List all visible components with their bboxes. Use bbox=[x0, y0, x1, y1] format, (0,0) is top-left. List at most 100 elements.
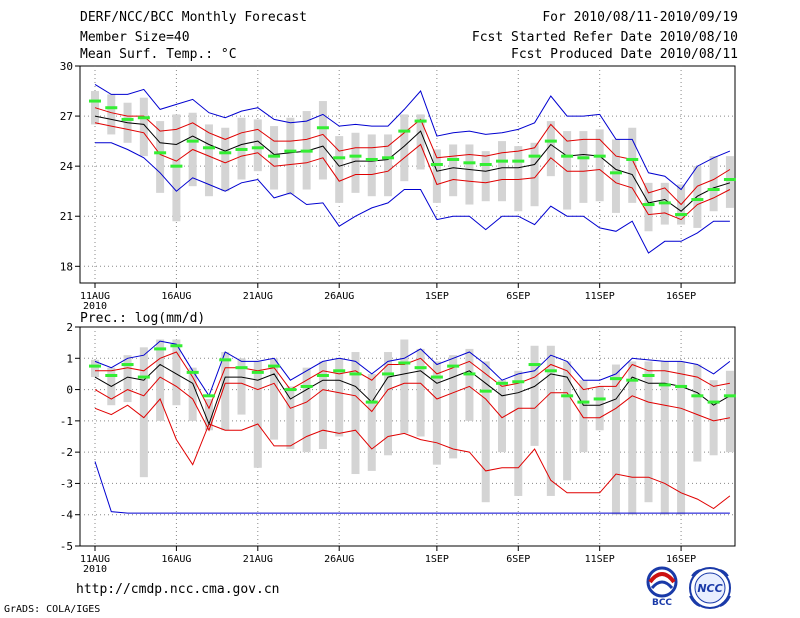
prec-obs-marker bbox=[382, 372, 395, 376]
fcst-started-date: Fcst Started Refer Date 2010/08/10 bbox=[471, 30, 738, 45]
temp-y-tick-label: 27 bbox=[60, 110, 73, 123]
prec-x-tick-label: 2010 bbox=[83, 564, 107, 575]
temp-obs-marker bbox=[447, 157, 460, 161]
prec-obs-marker bbox=[512, 380, 525, 384]
temp-spread-box bbox=[416, 114, 425, 170]
precip-panel-title: Prec.: log(mm/d) bbox=[80, 311, 205, 326]
temp-obs-marker bbox=[691, 198, 704, 202]
prec-spread-box bbox=[286, 386, 295, 450]
temp-obs-marker bbox=[414, 119, 427, 123]
temp-spread-box bbox=[335, 136, 344, 203]
temp-obs-marker bbox=[593, 154, 606, 158]
prec-obs-marker bbox=[609, 377, 622, 381]
prec-spread-box bbox=[400, 339, 409, 434]
prec-spread-box bbox=[156, 339, 165, 421]
prec-spread-box bbox=[644, 361, 653, 503]
temp-spread-box bbox=[530, 142, 539, 207]
temp-obs-marker bbox=[723, 178, 736, 182]
prec-spread-box bbox=[579, 380, 588, 453]
prec-spread-box bbox=[172, 339, 181, 406]
prec-obs-marker bbox=[479, 389, 492, 393]
prec-spread-box bbox=[498, 380, 506, 453]
temp-obs-marker bbox=[219, 151, 232, 155]
prec-spread-box bbox=[546, 345, 555, 496]
prec-y-tick-label: -5 bbox=[60, 540, 73, 553]
prec-y-tick-label: -4 bbox=[60, 509, 74, 522]
temp-spread-box bbox=[465, 144, 474, 205]
prec-spread-box bbox=[563, 361, 572, 481]
temp-obs-marker bbox=[154, 151, 167, 155]
member-size: Member Size=40 bbox=[80, 30, 190, 45]
bcc-logo: BCC bbox=[646, 566, 678, 608]
temp-obs-marker bbox=[121, 117, 134, 121]
temp-y-tick-label: 24 bbox=[60, 160, 74, 173]
temp-spread-box bbox=[107, 94, 116, 135]
temp-obs-marker bbox=[512, 159, 525, 163]
fcst-produced-date: Fcst Produced Date 2010/08/11 bbox=[511, 47, 738, 62]
prec-x-tick-label: 16AUG bbox=[161, 554, 191, 565]
temp-spread-box bbox=[693, 166, 702, 228]
prec-obs-marker bbox=[642, 373, 655, 377]
prec-frame bbox=[79, 326, 736, 547]
temp-spread-box bbox=[644, 182, 653, 232]
prec-spread-box bbox=[449, 355, 458, 459]
prec-y-tick-label: -2 bbox=[60, 446, 73, 459]
prec-obs-marker bbox=[675, 384, 688, 388]
prec-obs-marker bbox=[723, 394, 736, 398]
grads-credit: GrADS: COLA/IGES bbox=[4, 604, 101, 615]
temp-x-tick-label: 11SEP bbox=[585, 291, 615, 302]
temp-x-tick-label: 11AUG bbox=[80, 291, 110, 302]
ncc-logo: NCC bbox=[689, 567, 731, 609]
temp-lower-line bbox=[94, 122, 731, 221]
temp-obs-marker bbox=[89, 99, 101, 103]
temp-spread-box bbox=[449, 144, 458, 197]
temp-obs-marker bbox=[105, 106, 118, 110]
temp-obs-marker bbox=[626, 157, 639, 161]
prec-x-tick-label: 11SEP bbox=[585, 554, 615, 565]
prec-obs-marker bbox=[447, 364, 460, 368]
prec-obs-marker bbox=[430, 375, 443, 379]
bcc-logo-text: BCC bbox=[652, 598, 672, 608]
prec-obs-marker bbox=[496, 381, 508, 385]
prec-spread-box bbox=[693, 364, 702, 462]
temp-obs-marker bbox=[251, 146, 264, 150]
temp-spread-box bbox=[270, 126, 279, 190]
prec-obs-marker bbox=[544, 369, 557, 373]
temp-spread-box bbox=[172, 114, 181, 222]
temp-obs-marker bbox=[398, 129, 411, 133]
prec-y-tick-label: 0 bbox=[66, 384, 73, 397]
prec-mean-line bbox=[94, 363, 731, 426]
prec-spread-box bbox=[416, 348, 425, 437]
prec-obs-marker bbox=[154, 347, 167, 351]
temp-spread-box bbox=[367, 134, 376, 197]
prec-spread-box bbox=[709, 380, 718, 456]
temp-spread-box bbox=[611, 139, 620, 213]
prec-spread-box bbox=[514, 370, 523, 496]
temp-spread-box bbox=[432, 149, 441, 203]
temp-obs-marker bbox=[675, 213, 688, 217]
prec-obs-marker bbox=[300, 384, 313, 388]
prec-spread-box bbox=[318, 361, 327, 450]
temp-x-tick-label: 2010 bbox=[83, 301, 107, 312]
temp-max-line bbox=[94, 83, 731, 191]
temp-spread-box bbox=[514, 146, 523, 212]
prec-obs-marker bbox=[121, 363, 134, 367]
prec-spread-box bbox=[660, 361, 669, 515]
temp-spread-box bbox=[204, 124, 213, 197]
prec-x-tick-label: 1SEP bbox=[425, 554, 449, 565]
temp-obs-marker bbox=[642, 203, 655, 207]
temp-obs-marker bbox=[186, 139, 199, 143]
temp-x-tick-label: 1SEP bbox=[425, 291, 449, 302]
chart-title: DERF/NCC/BCC Monthly Forecast bbox=[80, 10, 307, 25]
prec-lower-line bbox=[94, 376, 730, 432]
temp-spread-box bbox=[628, 127, 637, 203]
prec-obs-marker bbox=[691, 394, 704, 398]
temp-spread-box bbox=[481, 151, 490, 202]
prec-y-tick-label: -3 bbox=[60, 477, 73, 490]
source-url[interactable]: http://cmdp.ncc.cma.gov.cn bbox=[76, 582, 280, 597]
temp-upper-line bbox=[94, 107, 731, 206]
prec-obs-marker bbox=[170, 344, 183, 348]
temp-x-tick-label: 6SEP bbox=[506, 291, 530, 302]
temp-spread-box bbox=[351, 132, 360, 193]
